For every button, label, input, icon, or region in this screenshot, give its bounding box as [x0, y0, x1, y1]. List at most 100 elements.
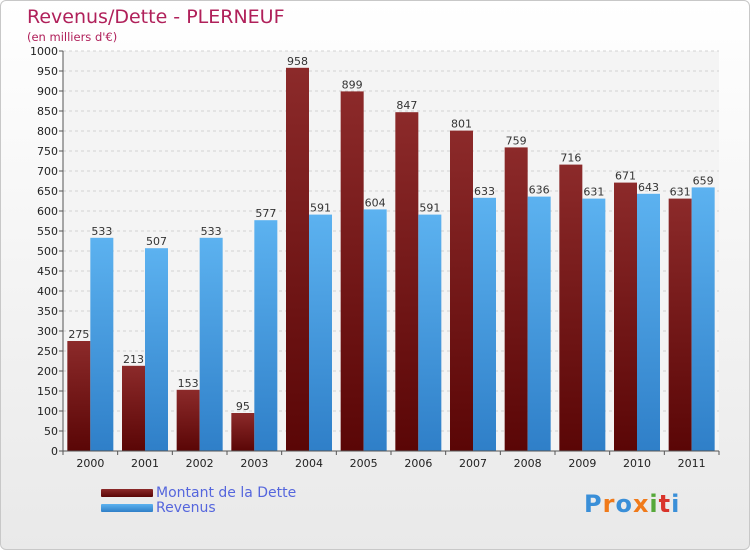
- data-label-dette-2007: 801: [451, 118, 472, 131]
- bar-dette-2006: [395, 112, 419, 451]
- logo-letter: o: [615, 490, 633, 518]
- legend-swatch-dette: [101, 489, 153, 497]
- data-label-dette-2005: 899: [342, 78, 363, 91]
- y-tick-label: 650: [37, 185, 58, 198]
- x-tick-label: 2002: [186, 457, 214, 470]
- data-label-revenus-2007: 633: [474, 185, 495, 198]
- data-label-revenus-2008: 636: [529, 184, 550, 197]
- y-tick-label: 600: [37, 205, 58, 218]
- y-tick-label: 100: [37, 405, 58, 418]
- data-label-revenus-2006: 591: [419, 202, 440, 215]
- bar-revenus-2010: [637, 193, 660, 452]
- logo-letter: x: [632, 490, 650, 518]
- data-label-revenus-2011: 659: [693, 174, 714, 187]
- bar-revenus-2007: [473, 197, 496, 451]
- x-tick-label: 2003: [240, 457, 268, 470]
- y-tick-label: 550: [37, 225, 58, 238]
- x-tick-label: 2000: [76, 457, 104, 470]
- bar-dette-2001: [122, 365, 145, 451]
- data-label-revenus-2009: 631: [583, 186, 604, 199]
- bar-dette-2005: [340, 91, 364, 452]
- bar-revenus-2003: [254, 220, 278, 451]
- data-label-dette-2010: 671: [615, 170, 636, 183]
- data-label-revenus-2010: 643: [638, 181, 659, 194]
- x-tick-label: 2010: [623, 457, 651, 470]
- y-tick-label: 700: [37, 165, 58, 178]
- bar-dette-2011: [668, 198, 692, 451]
- y-tick-label: 50: [44, 425, 58, 438]
- grid: [63, 50, 719, 452]
- y-tick-label: 0: [51, 445, 58, 458]
- data-label-dette-2000: 275: [68, 328, 89, 341]
- bars: [67, 67, 715, 452]
- bar-revenus-2005: [363, 209, 387, 451]
- data-label-revenus-2001: 507: [146, 235, 167, 248]
- chart-subtitle: (en milliers d'€): [27, 30, 118, 44]
- bar-dette-2007: [450, 130, 473, 451]
- logo-letter: i: [649, 490, 659, 518]
- bar-dette-2010: [614, 182, 637, 451]
- y-tick-label: 300: [37, 325, 58, 338]
- y-tick-label: 750: [37, 145, 58, 158]
- data-label-revenus-2000: 533: [91, 225, 112, 238]
- bar-revenus-2006: [418, 214, 442, 451]
- data-labels: 275 533 213 507 153 533 95 577 958 591 899 604 847 59…: [68, 55, 713, 413]
- data-label-revenus-2003: 577: [255, 207, 276, 220]
- data-label-dette-2002: 153: [178, 377, 199, 390]
- chart-title: Revenus/Dette - PLERNEUF: [27, 6, 285, 28]
- axes: 0 50 100 150 200 250 300 350 400 450 500 550 600 650 7…: [30, 45, 720, 470]
- data-label-revenus-2005: 604: [365, 196, 386, 209]
- y-tick-label: 400: [37, 285, 58, 298]
- legend-label-revenus: Revenus: [156, 500, 216, 516]
- data-label-dette-2011: 631: [670, 186, 691, 199]
- y-tick-label: 1000: [30, 45, 58, 58]
- bar-dette-2009: [559, 164, 583, 451]
- bar-revenus-2002: [199, 237, 223, 451]
- data-label-revenus-2002: 533: [201, 225, 222, 238]
- data-label-dette-2001: 213: [123, 353, 144, 366]
- x-tick-label: 2011: [678, 457, 706, 470]
- legend-swatch-revenus: [101, 504, 153, 512]
- bar-dette-2008: [504, 147, 528, 451]
- logo-letter: r: [602, 490, 616, 518]
- bar-dette-2004: [286, 67, 309, 452]
- bar-revenus-2001: [145, 248, 168, 451]
- x-tick-label: 2007: [459, 457, 487, 470]
- y-tick-label: 800: [37, 125, 58, 138]
- x-tick-label: 2004: [295, 457, 323, 470]
- y-tick-label: 900: [37, 85, 58, 98]
- y-tick-label: 450: [37, 265, 58, 278]
- bar-revenus-2004: [309, 214, 332, 451]
- y-tick-label: 200: [37, 365, 58, 378]
- y-tick-label: 150: [37, 385, 58, 398]
- bar-revenus-2011: [691, 187, 715, 451]
- logo-letter: i: [671, 490, 681, 518]
- data-label-dette-2008: 759: [506, 134, 527, 147]
- data-label-revenus-2004: 591: [310, 202, 331, 215]
- logo-letter: P: [584, 490, 603, 518]
- data-label-dette-2003: 95: [236, 400, 250, 413]
- y-tick-label: 850: [37, 105, 58, 118]
- x-tick-label: 2008: [514, 457, 542, 470]
- x-tick-label: 2009: [568, 457, 596, 470]
- bar-dette-2003: [231, 413, 255, 451]
- bar-revenus-2009: [582, 198, 606, 451]
- y-tick-label: 500: [37, 245, 58, 258]
- bar-dette-2000: [67, 341, 91, 451]
- data-label-dette-2004: 958: [287, 55, 308, 68]
- y-tick-label: 950: [37, 65, 58, 78]
- y-tick-label: 250: [37, 345, 58, 358]
- data-label-dette-2006: 847: [396, 99, 417, 112]
- bar-revenus-2008: [527, 196, 551, 451]
- logo-letter: t: [658, 490, 672, 518]
- x-tick-label: 2006: [404, 457, 432, 470]
- y-tick-label: 350: [37, 305, 58, 318]
- bar-revenus-2000: [90, 237, 114, 451]
- data-label-dette-2009: 716: [560, 152, 581, 165]
- legend-label-dette: Montant de la Dette: [156, 485, 297, 501]
- bar-dette-2002: [176, 389, 200, 451]
- proxiti-logo: Proxiti: [584, 490, 680, 518]
- x-tick-label: 2001: [131, 457, 159, 470]
